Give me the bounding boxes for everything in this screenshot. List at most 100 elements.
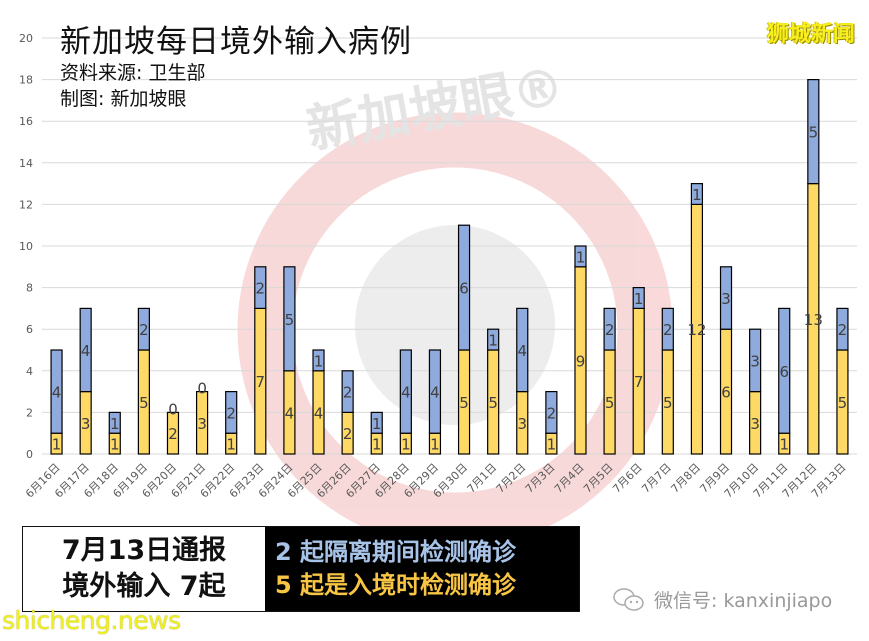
data-label: 1 bbox=[634, 290, 644, 308]
data-label: 1 bbox=[779, 436, 789, 454]
data-label: 5 bbox=[605, 394, 615, 412]
y-tick-label: 8 bbox=[26, 282, 33, 295]
bar-segment-quarantine bbox=[778, 307, 791, 434]
y-tick-label: 20 bbox=[19, 32, 33, 45]
y-tick-label: 0 bbox=[26, 448, 33, 461]
data-label: 4 bbox=[517, 342, 527, 360]
bar-segment-quarantine bbox=[836, 307, 849, 351]
bar-segment-quarantine bbox=[603, 307, 616, 351]
bar-segment-quarantine bbox=[719, 266, 733, 330]
bar-segment-quarantine bbox=[254, 266, 267, 309]
data-label: 2 bbox=[343, 384, 353, 402]
data-label: 7 bbox=[256, 373, 266, 391]
x-axis: 6月16日6月17日6月18日6月19日6月20日6月21日6月22日6月23日… bbox=[23, 461, 848, 501]
data-label: 5 bbox=[838, 394, 848, 412]
data-label: 2 bbox=[256, 280, 266, 298]
bar-segment-quarantine bbox=[283, 266, 296, 372]
data-label: 1 bbox=[576, 248, 586, 266]
author-label: 制图: 新加坡眼 bbox=[60, 88, 187, 110]
data-label: 1 bbox=[52, 436, 62, 454]
data-label: 1 bbox=[401, 436, 411, 454]
data-label: 5 bbox=[663, 394, 673, 412]
bar-segment-quarantine bbox=[399, 349, 412, 434]
data-label: 4 bbox=[430, 384, 440, 402]
data-label: 2 bbox=[168, 425, 178, 443]
bar-segment-quarantine bbox=[632, 287, 645, 310]
bar-segment-arrival bbox=[195, 391, 209, 455]
summary-breakdown: 2 起隔离期间检测确诊 5 起是入境时检测确诊 bbox=[265, 527, 579, 611]
bar-segment-quarantine bbox=[661, 307, 674, 351]
data-label: 1 bbox=[110, 415, 120, 433]
y-tick-label: 4 bbox=[26, 365, 33, 378]
data-label: 2 bbox=[343, 425, 353, 443]
bar-segment-quarantine bbox=[574, 245, 587, 268]
summary-headline: 7月13日通报 境外输入 7起 bbox=[23, 527, 265, 611]
data-label: 5 bbox=[139, 394, 149, 412]
brand-logo: 狮城新闻 bbox=[766, 22, 855, 47]
y-tick-label: 12 bbox=[19, 198, 33, 211]
bar-segment-quarantine bbox=[312, 349, 325, 372]
bar-segment-quarantine bbox=[428, 349, 442, 434]
data-label: 4 bbox=[314, 404, 324, 422]
y-tick-label: 16 bbox=[19, 115, 33, 128]
bar-segment-quarantine bbox=[545, 391, 558, 434]
data-label: 3 bbox=[81, 415, 91, 433]
data-label: 2 bbox=[663, 321, 673, 339]
x-tick-label: 7月7日 bbox=[639, 461, 674, 496]
data-label: 1 bbox=[692, 186, 702, 204]
data-label: 0 bbox=[197, 380, 207, 398]
data-label: 4 bbox=[52, 384, 62, 402]
data-label: 1 bbox=[488, 332, 498, 350]
arrival-count: 5 起是入境时检测确诊 bbox=[275, 571, 517, 599]
data-label: 2 bbox=[139, 321, 149, 339]
bar-segment-arrival bbox=[166, 411, 180, 455]
bar-segment-quarantine bbox=[137, 307, 150, 351]
bars: 1434115220301272454122111414565134129152… bbox=[50, 78, 849, 455]
data-label: 7 bbox=[634, 373, 644, 391]
source-label: 资料来源: 卫生部 bbox=[60, 62, 206, 84]
summary-total: 境外输入 7起 bbox=[62, 571, 226, 602]
y-tick-label: 6 bbox=[26, 323, 33, 336]
data-label: 5 bbox=[459, 394, 469, 412]
y-tick-label: 2 bbox=[26, 406, 33, 419]
bar-segment-quarantine bbox=[690, 183, 704, 206]
bar-segment-quarantine bbox=[807, 78, 820, 185]
summary-box: 7月13日通报 境外输入 7起 2 起隔离期间检测确诊 5 起是入境时检测确诊 bbox=[22, 526, 580, 612]
data-label: 4 bbox=[401, 384, 411, 402]
data-label: 5 bbox=[488, 394, 498, 412]
data-label: 13 bbox=[804, 311, 823, 329]
data-label: 1 bbox=[547, 436, 557, 454]
quarantine-count: 2 起隔离期间检测确诊 bbox=[275, 538, 517, 566]
bar-segment-quarantine bbox=[516, 307, 529, 393]
wechat-label: 微信号: kanxinjiapo bbox=[654, 590, 833, 612]
data-label: 4 bbox=[285, 404, 295, 422]
data-label: 3 bbox=[197, 415, 207, 433]
data-label: 2 bbox=[547, 404, 557, 422]
data-label: 4 bbox=[81, 342, 91, 360]
data-label: 6 bbox=[459, 280, 469, 298]
data-label: 2 bbox=[838, 321, 848, 339]
data-label: 1 bbox=[372, 415, 382, 433]
data-label: 1 bbox=[372, 436, 382, 454]
site-watermark: shicheng.news bbox=[2, 606, 181, 635]
data-label: 0 bbox=[168, 400, 178, 418]
data-label: 5 bbox=[809, 124, 819, 142]
bar-segment-quarantine bbox=[79, 307, 92, 393]
data-label: 3 bbox=[517, 415, 527, 433]
bar-segment-quarantine bbox=[341, 370, 354, 413]
bar-segment-quarantine bbox=[370, 411, 383, 434]
y-axis: 0 2 4 6 8 10 12 14 16 18 20 bbox=[19, 32, 33, 461]
bar-segment-quarantine bbox=[50, 349, 63, 434]
y-tick-label: 14 bbox=[19, 157, 33, 170]
y-tick-label: 10 bbox=[19, 240, 33, 253]
data-label: 2 bbox=[605, 321, 615, 339]
wechat-id: 微信号: kanxinjiapo bbox=[612, 586, 832, 613]
summary-date: 7月13日通报 bbox=[61, 535, 227, 566]
data-label: 5 bbox=[285, 311, 295, 329]
data-label: 9 bbox=[576, 352, 586, 370]
data-label: 1 bbox=[314, 352, 324, 370]
data-label: 6 bbox=[779, 363, 789, 381]
bar-segment-quarantine bbox=[225, 391, 238, 434]
bar-segment-quarantine bbox=[749, 328, 762, 393]
